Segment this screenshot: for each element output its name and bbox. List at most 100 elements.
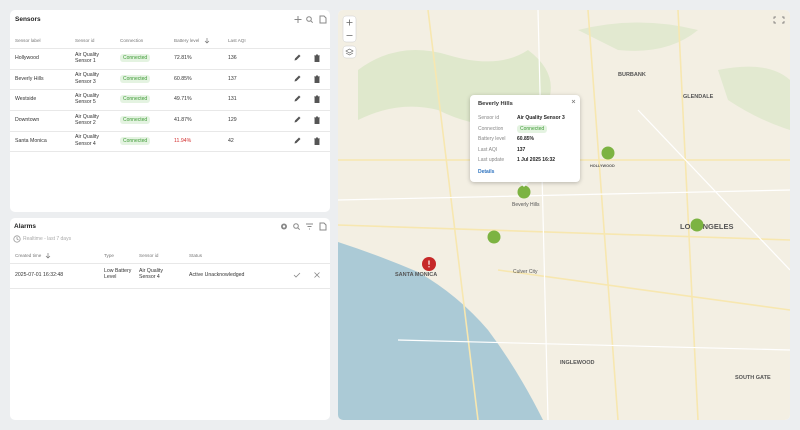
connection-status: Connected (120, 54, 151, 62)
sensor-id: Air Quality Sensor 4 (75, 134, 99, 147)
column-header[interactable]: Battery level (174, 38, 200, 43)
delete-button[interactable] (313, 54, 321, 62)
sensor-label: Beverly Hills (15, 75, 44, 82)
sensor-id: Air Quality Sensor 3 (75, 72, 99, 85)
battery-level: 11.94% (174, 137, 192, 144)
sensors-panel: Sensors Sensor label Sensor id Connection B… (10, 10, 330, 212)
alarm-cell: Low Battery Level (104, 268, 132, 281)
table-row[interactable]: 2025-07-01 16:32:48 Low Battery Level Air … (10, 264, 330, 289)
battery-level: 41.87% (174, 117, 192, 124)
map[interactable]: BURBANK GLENDALE HOLLYWOOD Beverly Hills… (338, 10, 790, 420)
alarm-cell: Air Quality Sensor 4 (139, 268, 163, 281)
field-value: 1 Jul 2025 16:32 (517, 157, 556, 163)
connection-status: Connected (120, 116, 151, 125)
table-body: Hollywood Air Quality Sensor 1 Connected 72… (10, 48, 330, 188)
map-label: Beverly Hills (512, 202, 540, 208)
edit-button[interactable] (293, 75, 301, 83)
sensor-label: Downtown (15, 117, 40, 124)
sensor-id: Air Quality Sensor 5 (75, 92, 99, 106)
map-label: SANTA MONICA (395, 272, 437, 278)
layers-button[interactable] (342, 45, 357, 59)
popup-title: Beverly Hills (478, 101, 513, 107)
panel-title: Sensors (15, 16, 41, 23)
panel-toolbar[interactable] (280, 222, 328, 231)
field-value: Air Quality Sensor 3 (517, 115, 565, 121)
table-row[interactable]: Beverly Hills Air Quality Sensor 3 Connect… (10, 69, 330, 91)
clear-button[interactable] (313, 271, 321, 279)
table-body: 2025-07-01 16:32:48 Low Battery Level Air … (10, 264, 330, 294)
sensor-id: Air Quality Sensor 1 (75, 51, 99, 64)
battery-level: 49.71% (174, 96, 192, 103)
table-row[interactable]: Downtown Air Quality Sensor 2 Connected 41.… (10, 110, 330, 132)
connection-status: Connected (120, 74, 151, 83)
table-row[interactable]: Westside Air Quality Sensor 5 Connected 49.… (10, 89, 330, 112)
sort-icon[interactable] (203, 37, 211, 45)
fullscreen-button[interactable] (773, 16, 785, 24)
map-popup: Beverly Hills Sensor id Air Quality Senso… (470, 95, 580, 182)
field-label: Battery level (478, 136, 506, 142)
export-icon[interactable] (319, 15, 327, 24)
edit-button[interactable] (293, 116, 301, 124)
edit-button[interactable] (293, 54, 301, 62)
last-aqi: 131 (228, 96, 237, 103)
table-row[interactable]: Hollywood Air Quality Sensor 1 Connected 72… (10, 48, 330, 70)
sensor-marker[interactable] (517, 185, 531, 199)
time-window[interactable]: Realtime - last 7 days (23, 236, 72, 242)
table-row[interactable]: Santa Monica Air Quality Sensor 4 Connecte… (10, 131, 330, 153)
battery-level: 72.81% (174, 55, 192, 61)
delete-button[interactable] (313, 137, 321, 145)
field-label: Last AQI (478, 146, 498, 153)
sensor-marker[interactable] (690, 218, 704, 232)
add-icon[interactable] (294, 16, 302, 23)
field-label: Sensor id (478, 115, 500, 121)
field-label: Connection (478, 125, 504, 132)
delete-button[interactable] (313, 75, 321, 83)
map-label: Culver City (513, 269, 538, 275)
sensor-label: Santa Monica (15, 137, 47, 144)
acknowledge-button[interactable] (293, 271, 301, 279)
edit-button[interactable] (293, 137, 301, 145)
column-header[interactable]: Status (189, 253, 203, 258)
delete-button[interactable] (313, 95, 321, 104)
map-label: INGLEWOOD (560, 360, 595, 366)
sort-icon[interactable] (44, 252, 52, 260)
map-label: GLENDALE (683, 94, 714, 100)
zoom-control[interactable] (342, 15, 785, 59)
last-aqi: 136 (228, 55, 237, 61)
sensor-marker[interactable] (487, 230, 501, 244)
last-aqi: 129 (228, 117, 237, 124)
panel-toolbar[interactable] (294, 15, 328, 24)
connection-status: Connected (120, 136, 151, 145)
field-value: 60.85% (517, 136, 534, 142)
search-icon[interactable] (306, 16, 312, 22)
map-panel: BURBANK GLENDALE HOLLYWOOD Beverly Hills… (338, 10, 790, 420)
battery-level: 60.85% (174, 75, 192, 82)
sensor-marker[interactable] (601, 146, 615, 160)
column-header[interactable]: Created time (15, 253, 42, 258)
close-button[interactable] (571, 99, 576, 104)
map-label: LOS ANGELES (680, 222, 733, 231)
column-header[interactable]: Type (104, 253, 114, 258)
clock-icon (13, 235, 21, 243)
export-icon[interactable] (319, 222, 327, 231)
markers (422, 146, 704, 271)
edit-button[interactable] (293, 95, 301, 103)
column-header[interactable]: Connection (120, 38, 144, 43)
details-link[interactable]: Details (478, 169, 495, 175)
alarms-panel: Alarms Realtime - last 7 days Created ti… (10, 218, 330, 420)
filter-icon[interactable] (306, 223, 313, 230)
column-header[interactable]: Sensor id (139, 253, 159, 258)
search-icon[interactable] (293, 223, 299, 229)
table-header: Created time Type Sensor id Status (10, 249, 330, 264)
field-value: 137 (517, 146, 526, 153)
map-label: SOUTH GATE (735, 375, 771, 381)
column-header[interactable]: Sensor id (75, 38, 95, 43)
delete-button[interactable] (313, 116, 321, 125)
field-label: Last update (478, 157, 505, 163)
alarm-cell: 2025-07-01 16:32:48 (15, 272, 64, 278)
column-header[interactable]: Last AQI (228, 38, 246, 43)
sensor-label: Westside (15, 96, 37, 103)
column-header[interactable]: Sensor label (15, 38, 41, 43)
field-value: Connected (517, 124, 548, 133)
